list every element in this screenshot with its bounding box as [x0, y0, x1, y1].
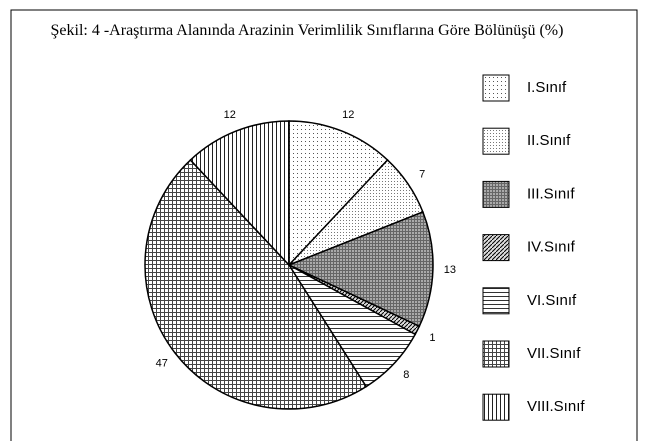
legend-swatch	[482, 393, 510, 421]
legend-label: II.Sınıf	[527, 132, 571, 149]
legend-swatch	[482, 180, 510, 208]
pie-slice	[144, 158, 368, 410]
legend-label: I.Sınıf	[527, 79, 567, 96]
data-label: 47	[156, 358, 168, 370]
legend-swatch	[482, 340, 510, 368]
legend-label: VI.Sınıf	[527, 292, 577, 309]
legend-swatch	[482, 287, 510, 315]
legend-swatch	[482, 127, 510, 155]
legend-swatch	[482, 234, 510, 262]
pie-slice	[189, 120, 290, 267]
legend-label: VII.Sınıf	[527, 345, 581, 362]
chart-title: Şekil: 4 -Araştırma Alanında Arazinin Ve…	[50, 22, 564, 39]
pie-slice	[287, 211, 434, 328]
data-label: 12	[224, 109, 236, 121]
data-label: 8	[403, 369, 409, 381]
data-label: 1	[429, 332, 435, 344]
legend-label: IV.Sınıf	[527, 239, 576, 256]
pie-slice	[288, 120, 389, 267]
legend-label: VIII.Sınıf	[527, 398, 585, 415]
frame	[10, 9, 638, 441]
data-label: 13	[444, 264, 456, 276]
legend-swatch	[482, 74, 510, 102]
data-label: 12	[342, 109, 354, 121]
legend-label: III.Sınıf	[527, 185, 575, 202]
data-label: 7	[419, 168, 425, 180]
